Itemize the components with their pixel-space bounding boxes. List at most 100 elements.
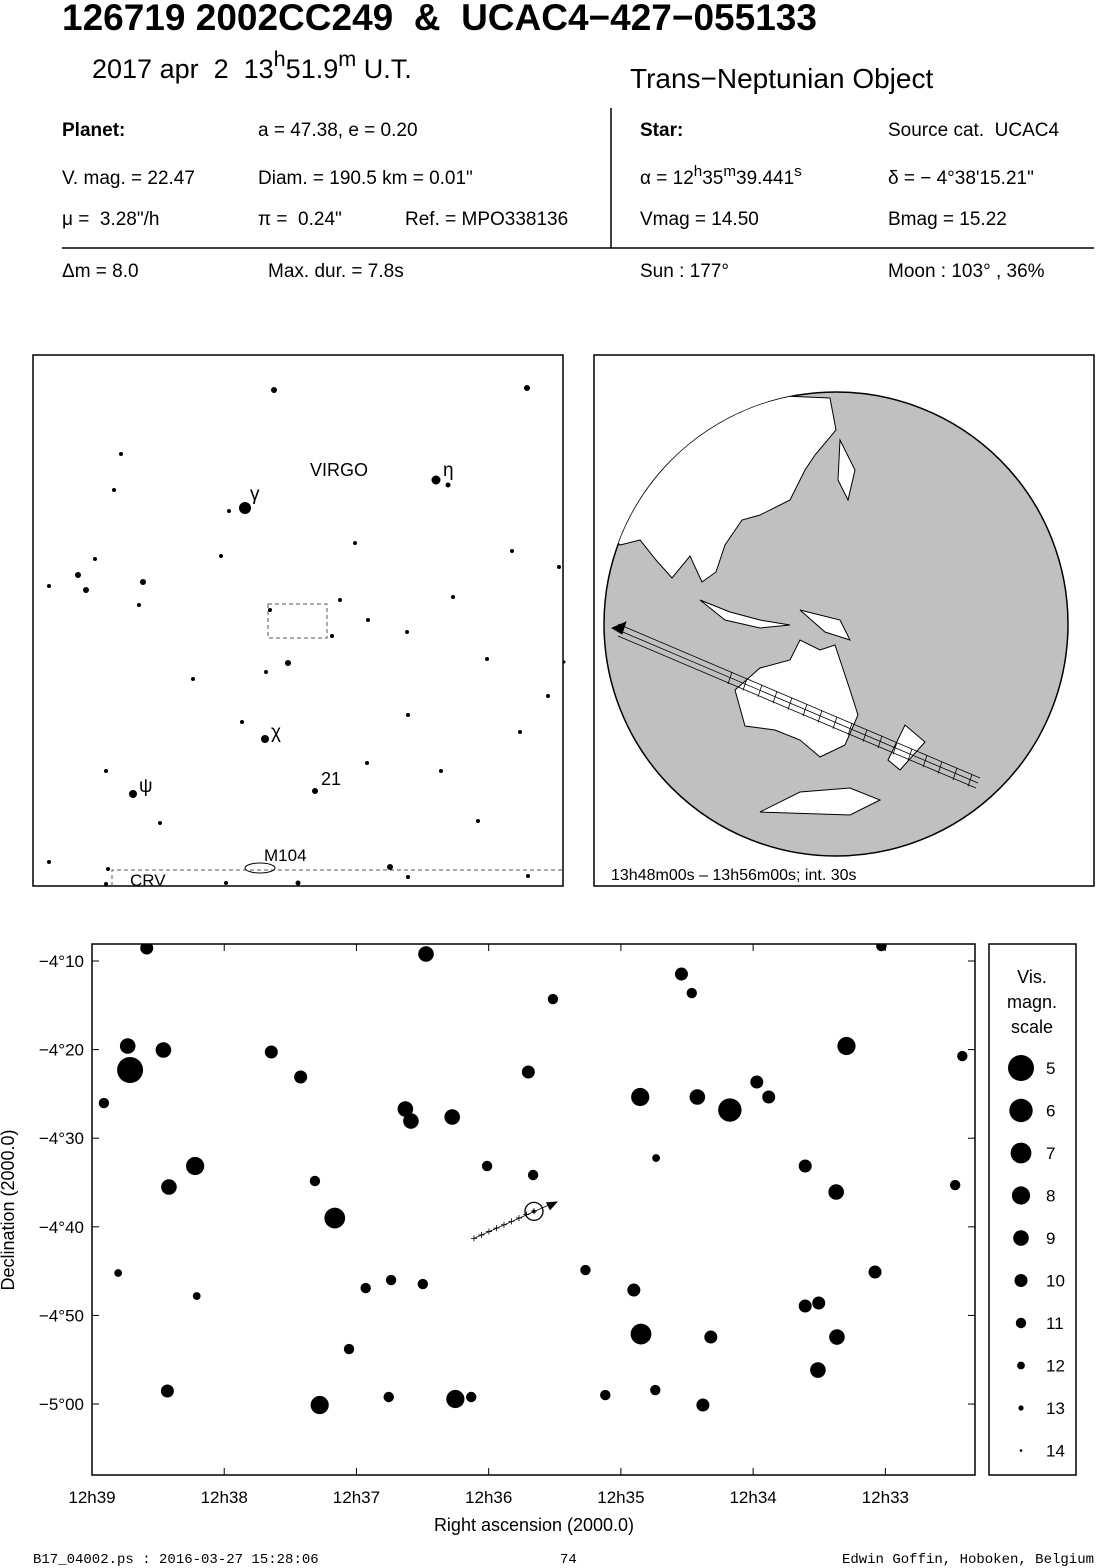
star xyxy=(140,944,154,955)
landmass xyxy=(734,639,859,758)
star xyxy=(466,1391,477,1403)
legend-label: 12 xyxy=(1046,1357,1065,1376)
track-tick xyxy=(847,723,853,736)
x-tick-label: 12h34 xyxy=(729,1488,776,1507)
star xyxy=(674,967,688,981)
star xyxy=(812,1296,826,1310)
superscript: m xyxy=(338,46,356,71)
star xyxy=(383,1391,394,1403)
star xyxy=(192,1292,201,1300)
track-tick xyxy=(937,761,943,774)
plot-frame xyxy=(91,943,976,1476)
footer-file: B17_04002.ps : 2016-03-27 15:28:06 xyxy=(33,1552,319,1568)
reference: Ref. = MPO338136 xyxy=(405,209,568,230)
star xyxy=(417,1278,429,1290)
x-axis-label: Right ascension (2000.0) xyxy=(434,1515,634,1535)
finder-star xyxy=(75,572,81,578)
track-tick xyxy=(862,729,868,742)
legend-label: 8 xyxy=(1046,1187,1055,1206)
target-ring xyxy=(524,1201,544,1221)
finder-star xyxy=(268,608,272,612)
x-tick-label: 12h39 xyxy=(68,1488,115,1507)
delta-mag: Δm = 8.0 xyxy=(62,261,139,282)
object-label: M104 xyxy=(264,846,307,865)
star xyxy=(446,1389,465,1409)
star xyxy=(98,1097,110,1109)
text-part: α = 12 xyxy=(640,168,694,189)
superscript: h xyxy=(274,46,286,71)
star-bmag: Bmag = 15.22 xyxy=(888,209,1007,230)
event-date: 2017 apr 2 13h51.9m U.T. xyxy=(92,46,412,85)
star xyxy=(650,1384,661,1396)
y-tick-label: −4°20 xyxy=(39,1041,84,1060)
star-label: 21 xyxy=(321,769,341,789)
globe-panel: 13h48m00s – 13h56m00s; int. 30s xyxy=(593,354,1095,887)
finder-star xyxy=(557,565,561,569)
track-cross xyxy=(470,1235,477,1242)
x-tick-label: 12h33 xyxy=(862,1488,909,1507)
finder-star xyxy=(106,867,110,871)
legend-frame xyxy=(988,943,1077,1476)
superscript: m xyxy=(723,163,736,180)
y-axis-label: Declination (2000.0) xyxy=(0,1129,18,1290)
star xyxy=(294,1070,308,1084)
finder-star xyxy=(562,660,566,664)
track-tick xyxy=(877,735,883,749)
finder-star xyxy=(129,790,137,798)
finder-star xyxy=(510,549,514,553)
finder-star xyxy=(104,769,108,773)
star xyxy=(696,1398,710,1412)
sun-elongation: Sun : 177° xyxy=(640,261,729,282)
footer-author: Edwin Goffin, Hoboken, Belgium xyxy=(842,1552,1094,1568)
finder-star xyxy=(387,864,393,870)
star xyxy=(762,1090,776,1104)
finder-star xyxy=(406,875,410,879)
x-tick-label: 12h36 xyxy=(465,1488,512,1507)
track-cross xyxy=(530,1208,537,1215)
frame xyxy=(593,354,1095,887)
moon-info: Moon : 103° , 36% xyxy=(888,261,1045,282)
legend-label: 10 xyxy=(1046,1272,1065,1291)
asteroid-track xyxy=(473,1204,549,1239)
finder-star xyxy=(485,657,489,661)
star xyxy=(704,1330,718,1344)
star xyxy=(837,1036,856,1056)
legend-title: scale xyxy=(1011,1017,1053,1037)
finder-star xyxy=(406,713,410,717)
track-tick xyxy=(922,755,928,768)
legend-symbol xyxy=(1013,1230,1029,1246)
star xyxy=(718,1098,742,1122)
star xyxy=(829,1329,845,1345)
track-tick xyxy=(907,748,913,761)
star xyxy=(397,1101,414,1117)
finder-star xyxy=(93,557,97,561)
star xyxy=(309,1175,321,1187)
star-field xyxy=(98,944,968,1415)
shadow-path xyxy=(611,621,981,789)
star xyxy=(119,1038,136,1054)
finder-star xyxy=(366,618,370,622)
legend-symbol xyxy=(1011,1186,1031,1205)
planet-vmag: V. mag. = 22.47 xyxy=(62,168,195,189)
finder-star xyxy=(451,595,455,599)
right-ascension: α = 12h35m39.441s xyxy=(640,163,802,190)
y-tick-label: −4°30 xyxy=(39,1129,84,1148)
track-tick xyxy=(832,716,838,729)
star-label: η xyxy=(443,460,454,481)
parallax: π = 0.24" xyxy=(258,209,342,230)
legend-title: Vis. xyxy=(1017,967,1047,987)
star-label: ψ xyxy=(139,776,153,797)
x-tick-label: 12h38 xyxy=(201,1488,248,1507)
star xyxy=(186,1156,205,1176)
star xyxy=(160,1384,174,1398)
landmass xyxy=(887,724,926,771)
landmass xyxy=(699,599,791,629)
star xyxy=(264,1045,278,1059)
y-tick-label: −4°10 xyxy=(39,952,84,971)
track-tick xyxy=(772,691,778,704)
title: 126719 2002CC249 & UCAC4−427−055133 xyxy=(62,0,817,38)
star xyxy=(343,1343,355,1355)
finder-star xyxy=(338,598,342,602)
frame xyxy=(32,354,564,887)
finder-star xyxy=(264,670,268,674)
